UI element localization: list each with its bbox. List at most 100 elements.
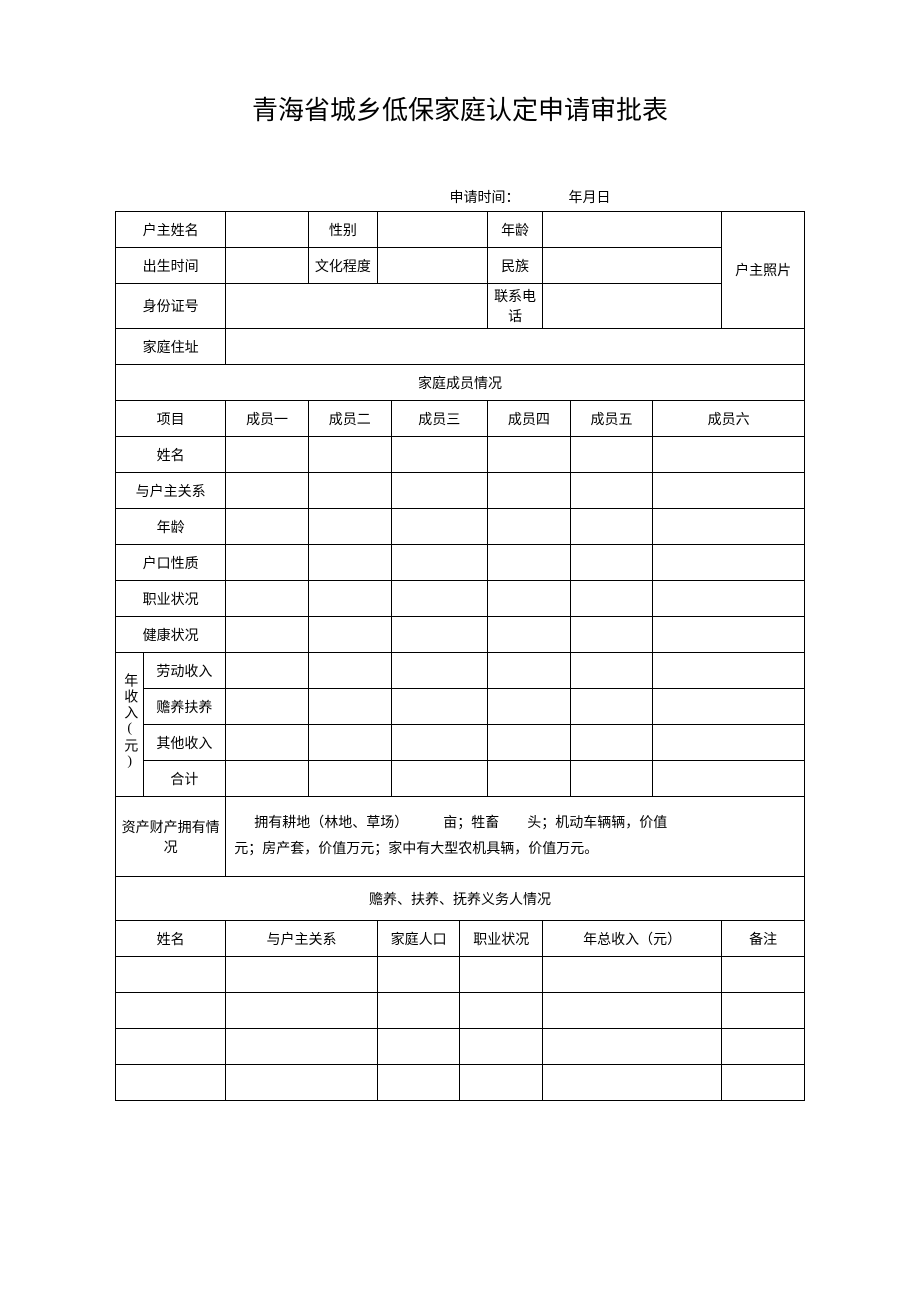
table-cell [653, 473, 805, 509]
table-cell [653, 617, 805, 653]
table-cell [653, 653, 805, 689]
page-title: 青海省城乡低保家庭认定申请审批表 [115, 90, 805, 127]
table-cell [488, 689, 571, 725]
application-form-table: 户主姓名 性别 年龄 户主照片 出生时间 文化程度 民族 身份证号 联系电话 家… [115, 211, 805, 1101]
table-cell [391, 725, 487, 761]
table-cell [543, 957, 722, 993]
table-cell [570, 725, 653, 761]
table-cell [570, 617, 653, 653]
table-cell [653, 725, 805, 761]
table-cell [488, 617, 571, 653]
family-member-3: 成员三 [391, 401, 487, 437]
head-age-label: 年龄 [488, 212, 543, 248]
table-cell [308, 545, 391, 581]
table-cell [570, 761, 653, 797]
table-cell [226, 545, 309, 581]
family-member-5: 成员五 [570, 401, 653, 437]
head-gender-value [377, 212, 487, 248]
table-cell [570, 509, 653, 545]
table-cell [653, 689, 805, 725]
table-cell [653, 545, 805, 581]
family-row-health: 健康状况 [116, 617, 226, 653]
table-cell [116, 993, 226, 1029]
head-education-label: 文化程度 [308, 248, 377, 284]
support-section-header: 赡养、扶养、抚养义务人情况 [116, 877, 805, 921]
family-row-relation: 与户主关系 [116, 473, 226, 509]
table-cell [377, 1029, 460, 1065]
table-cell [488, 761, 571, 797]
head-ethnicity-label: 民族 [488, 248, 543, 284]
table-cell [570, 437, 653, 473]
income-alimony-label: 赡养扶养 [143, 689, 226, 725]
table-cell [543, 1065, 722, 1101]
income-group-label: 年收入(元) [116, 653, 144, 797]
table-cell [391, 617, 487, 653]
table-cell [308, 725, 391, 761]
table-cell [543, 1029, 722, 1065]
table-cell [226, 437, 309, 473]
table-cell [116, 1065, 226, 1101]
table-cell [488, 545, 571, 581]
table-cell [653, 581, 805, 617]
table-cell [391, 581, 487, 617]
family-row-hukou: 户口性质 [116, 545, 226, 581]
head-birth-label: 出生时间 [116, 248, 226, 284]
family-item-label: 项目 [116, 401, 226, 437]
support-col-occupation: 职业状况 [460, 921, 543, 957]
apply-time-gap [523, 191, 565, 206]
table-cell [460, 957, 543, 993]
table-cell [226, 617, 309, 653]
table-cell [488, 473, 571, 509]
table-cell [116, 957, 226, 993]
table-cell [377, 957, 460, 993]
table-cell [226, 761, 309, 797]
table-cell [226, 993, 378, 1029]
head-birth-value [226, 248, 309, 284]
table-cell [391, 689, 487, 725]
income-other-label: 其他收入 [143, 725, 226, 761]
table-cell [543, 993, 722, 1029]
table-cell [391, 761, 487, 797]
table-cell [488, 653, 571, 689]
table-cell [308, 473, 391, 509]
support-col-name: 姓名 [116, 921, 226, 957]
table-cell [460, 1065, 543, 1101]
table-cell [308, 581, 391, 617]
table-cell [391, 545, 487, 581]
asset-text: 拥有耕地（林地、草场） 亩；牲畜 头；机动车辆辆，价值 元；房产套，价值万元；家… [226, 797, 805, 877]
table-cell [391, 653, 487, 689]
head-address-value [226, 329, 805, 365]
family-member-2: 成员二 [308, 401, 391, 437]
table-cell [722, 1065, 805, 1101]
head-gender-label: 性别 [308, 212, 377, 248]
table-cell [488, 725, 571, 761]
table-cell [570, 689, 653, 725]
family-member-1: 成员一 [226, 401, 309, 437]
table-cell [308, 689, 391, 725]
table-cell [308, 437, 391, 473]
head-id-label: 身份证号 [116, 284, 226, 329]
table-cell [226, 689, 309, 725]
table-cell [226, 957, 378, 993]
table-cell [722, 1029, 805, 1065]
table-cell [722, 957, 805, 993]
table-cell [308, 509, 391, 545]
table-cell [653, 437, 805, 473]
table-cell [226, 725, 309, 761]
head-phone-value [543, 284, 722, 329]
table-cell [460, 1029, 543, 1065]
head-phone-label: 联系电话 [488, 284, 543, 329]
table-cell [391, 437, 487, 473]
support-col-relation: 与户主关系 [226, 921, 378, 957]
table-cell [460, 993, 543, 1029]
table-cell [226, 653, 309, 689]
table-cell [653, 761, 805, 797]
table-cell [226, 581, 309, 617]
table-cell [570, 545, 653, 581]
table-cell [570, 473, 653, 509]
table-cell [308, 761, 391, 797]
apply-time-label: 申请时间： [450, 191, 520, 206]
table-cell [570, 581, 653, 617]
head-id-value [226, 284, 488, 329]
table-cell [308, 653, 391, 689]
